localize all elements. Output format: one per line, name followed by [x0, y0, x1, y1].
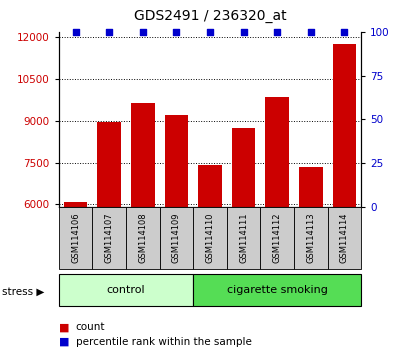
Bar: [97, 122, 121, 207]
Text: cigarette smoking: cigarette smoking: [227, 285, 328, 295]
Point: [341, 29, 348, 35]
Bar: [328, 207, 361, 269]
Text: GSM114110: GSM114110: [205, 213, 215, 263]
Text: count: count: [76, 322, 105, 332]
Text: percentile rank within the sample: percentile rank within the sample: [76, 337, 252, 347]
Text: GSM114109: GSM114109: [172, 213, 181, 263]
Bar: [92, 207, 126, 269]
Point: [139, 29, 146, 35]
Text: GDS2491 / 236320_at: GDS2491 / 236320_at: [134, 9, 286, 23]
Point: [106, 29, 113, 35]
Text: GSM114106: GSM114106: [71, 213, 80, 263]
Bar: [64, 201, 87, 207]
Bar: [59, 207, 92, 269]
Point: [72, 29, 79, 35]
Bar: [260, 207, 294, 269]
Text: GSM114107: GSM114107: [105, 213, 114, 263]
Text: stress ▶: stress ▶: [2, 287, 45, 297]
Bar: [232, 128, 255, 207]
Text: GSM114111: GSM114111: [239, 213, 248, 263]
Point: [307, 29, 314, 35]
Bar: [165, 115, 188, 207]
Text: GSM114114: GSM114114: [340, 213, 349, 263]
Bar: [131, 103, 155, 207]
Text: GSM114113: GSM114113: [306, 213, 315, 263]
Text: GSM114108: GSM114108: [138, 213, 147, 263]
Text: ■: ■: [59, 322, 69, 332]
Bar: [198, 165, 222, 207]
Bar: [333, 44, 356, 207]
Bar: [227, 207, 260, 269]
Bar: [126, 207, 160, 269]
Bar: [193, 274, 361, 306]
Point: [207, 29, 213, 35]
Bar: [59, 274, 193, 306]
Text: ■: ■: [59, 337, 69, 347]
Bar: [160, 207, 193, 269]
Bar: [294, 207, 328, 269]
Point: [274, 29, 281, 35]
Text: control: control: [107, 285, 145, 295]
Point: [173, 29, 180, 35]
Text: GSM114112: GSM114112: [273, 213, 282, 263]
Point: [240, 29, 247, 35]
Bar: [265, 97, 289, 207]
Bar: [299, 167, 323, 207]
Bar: [193, 207, 227, 269]
